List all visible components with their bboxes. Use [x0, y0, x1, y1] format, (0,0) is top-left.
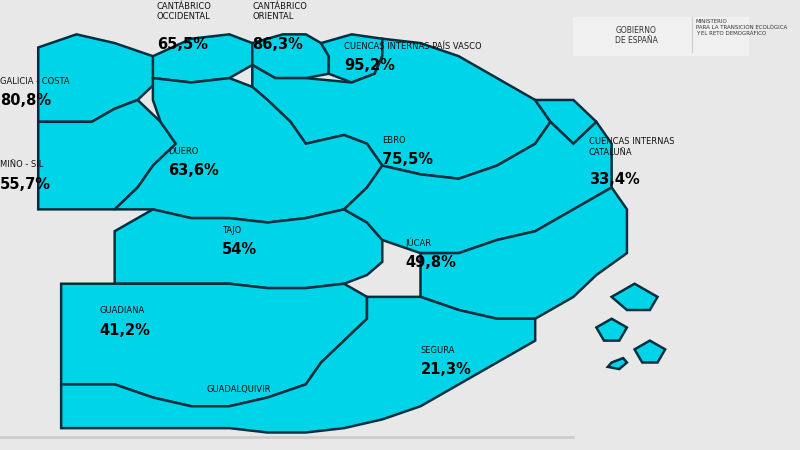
- Text: 63,6%: 63,6%: [168, 163, 219, 178]
- Text: TAJO: TAJO: [222, 225, 241, 234]
- Polygon shape: [114, 78, 382, 222]
- Text: MIÑO - SIL: MIÑO - SIL: [0, 160, 43, 169]
- Polygon shape: [38, 100, 176, 209]
- Text: CANTÁBRICO
ORIENTAL: CANTÁBRICO ORIENTAL: [252, 2, 307, 21]
- Text: CANTÁBRICO
OCCIDENTAL: CANTÁBRICO OCCIDENTAL: [157, 2, 212, 21]
- Text: JÚCAR: JÚCAR: [406, 237, 431, 248]
- Text: 54%: 54%: [222, 242, 257, 257]
- Text: DUERO: DUERO: [168, 147, 198, 156]
- Text: MINISTERIO
PARA LA TRANSICIÓN ECOLÓGICA
Y EL RETO DEMOGRÁFICO: MINISTERIO PARA LA TRANSICIÓN ECOLÓGICA …: [696, 19, 787, 36]
- Text: 55,7%: 55,7%: [0, 176, 51, 192]
- Polygon shape: [535, 100, 596, 144]
- Text: CUENCAS INTERNAS PAÍS VASCO: CUENCAS INTERNAS PAÍS VASCO: [344, 42, 482, 51]
- Text: 41,2%: 41,2%: [99, 323, 150, 338]
- Polygon shape: [344, 122, 612, 253]
- Text: 95,2%: 95,2%: [344, 58, 395, 73]
- Text: SEGURA: SEGURA: [421, 346, 455, 355]
- Polygon shape: [612, 284, 658, 310]
- Text: GALICIA - COSTA: GALICIA - COSTA: [0, 77, 70, 86]
- Polygon shape: [634, 341, 665, 363]
- Text: GOBIERNO
DE ESPAÑA: GOBIERNO DE ESPAÑA: [615, 26, 658, 45]
- Polygon shape: [252, 39, 550, 179]
- Text: 80,8%: 80,8%: [0, 94, 51, 108]
- Polygon shape: [252, 34, 329, 78]
- Text: 86,3%: 86,3%: [252, 36, 303, 52]
- Polygon shape: [61, 297, 535, 432]
- Text: EBRO: EBRO: [382, 136, 406, 145]
- Polygon shape: [61, 284, 367, 406]
- Polygon shape: [596, 319, 627, 341]
- Text: 75,5%: 75,5%: [382, 153, 434, 167]
- Polygon shape: [608, 358, 627, 369]
- Text: 49,8%: 49,8%: [406, 255, 456, 270]
- Polygon shape: [153, 34, 252, 82]
- Text: 33,4%: 33,4%: [589, 172, 639, 187]
- FancyBboxPatch shape: [574, 17, 750, 56]
- Polygon shape: [321, 34, 382, 82]
- Text: GUADIANA: GUADIANA: [99, 306, 145, 315]
- Text: GUADALQUIVIR: GUADALQUIVIR: [206, 385, 271, 394]
- Polygon shape: [421, 188, 627, 319]
- Text: CUENCAS INTERNAS
CATALUÑA: CUENCAS INTERNAS CATALUÑA: [589, 137, 674, 157]
- Polygon shape: [38, 34, 161, 122]
- Text: 21,3%: 21,3%: [421, 363, 471, 378]
- Polygon shape: [114, 209, 382, 288]
- Text: 65,5%: 65,5%: [157, 36, 208, 52]
